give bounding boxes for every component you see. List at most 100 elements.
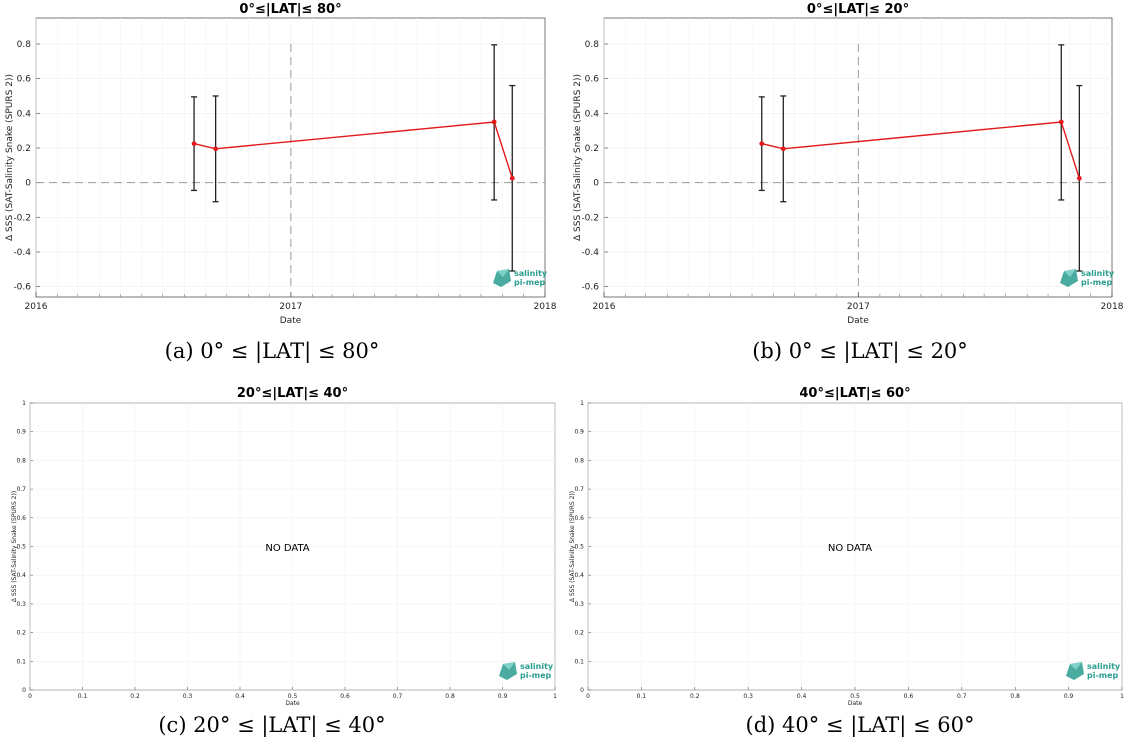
logo-highlight-icon xyxy=(1064,269,1076,277)
x-tick-label: 0.9 xyxy=(498,693,508,700)
y-tick-label: 0.8 xyxy=(585,40,600,50)
y-tick-label: 1 xyxy=(22,400,26,407)
y-tick-label: 0.2 xyxy=(585,144,599,154)
data-point xyxy=(491,119,497,125)
chart-title: 0°≤|LAT|≤ 80° xyxy=(239,2,341,17)
y-tick-label: 0.2 xyxy=(17,144,31,154)
x-tick-label: 0.7 xyxy=(393,693,403,700)
y-tick-label: 0.2 xyxy=(574,630,584,637)
y-tick-label: -0.4 xyxy=(581,248,599,258)
y-tick-label: 0 xyxy=(22,687,26,694)
x-tick-label: 0.8 xyxy=(445,693,455,700)
y-tick-label: 0 xyxy=(580,687,584,694)
y-tick-label: 0.6 xyxy=(574,515,584,522)
x-tick-label: 2018 xyxy=(534,302,557,312)
data-point xyxy=(509,175,515,181)
no-data-annotation: NO DATA xyxy=(828,543,872,554)
y-tick-label: 0.5 xyxy=(16,544,26,551)
y-tick-label: 0.4 xyxy=(17,109,32,119)
x-tick-label: 0.5 xyxy=(850,693,860,700)
y-tick-label: -0.4 xyxy=(13,248,31,258)
x-axis-label: Date xyxy=(285,700,300,707)
data-point xyxy=(1058,119,1064,125)
logo-highlight-icon xyxy=(497,269,509,277)
y-tick-label: 0.4 xyxy=(585,109,600,119)
series-line xyxy=(761,121,1080,179)
logo-mark-icon xyxy=(1060,269,1078,287)
y-tick-label: 0.9 xyxy=(16,429,26,436)
logo-text-2: pi-mep xyxy=(1081,278,1113,287)
x-tick-label: 0.1 xyxy=(637,693,647,700)
y-tick-label: 0.2 xyxy=(16,630,26,637)
x-tick-label: 2017 xyxy=(279,302,302,312)
y-tick-label: 0.8 xyxy=(16,457,26,464)
figure-caption-3: (c) 20° ≤ |LAT| ≤ 40° xyxy=(158,713,385,738)
y-tick-label: 0.1 xyxy=(16,658,26,665)
y-tick-label: 0 xyxy=(593,179,599,189)
y-tick-label: -0.6 xyxy=(13,283,31,293)
no-data-annotation: NO DATA xyxy=(265,543,309,554)
logo-text-2: pi-mep xyxy=(520,671,552,680)
logo-highlight-icon xyxy=(1070,662,1082,670)
x-tick-label: 0.3 xyxy=(743,693,753,700)
y-tick-label: 0.3 xyxy=(574,601,584,608)
x-tick-label: 2017 xyxy=(847,302,870,312)
y-tick-label: 0.7 xyxy=(16,486,26,493)
y-tick-label: 0.3 xyxy=(16,601,26,608)
x-tick-label: 0.7 xyxy=(957,693,967,700)
logo-mark-icon xyxy=(499,662,517,680)
x-tick-label: 0.1 xyxy=(78,693,88,700)
chart-panel-2: 0°≤|LAT|≤ 20° -0.6 -0.4 -0.2 0 0.2 0.4 0.6 0.8 20… xyxy=(573,2,1124,326)
figure-caption-2: (b) 0° ≤ |LAT| ≤ 20° xyxy=(752,339,968,364)
logo-highlight-icon xyxy=(503,662,515,670)
chart-panel-1: 0°≤|LAT|≤ 80° -0.6 -0.4 -0.2 0 0.2 0.4 0.6 0.8 20… xyxy=(5,2,557,326)
series-line xyxy=(193,121,513,179)
y-tick-label: 0.4 xyxy=(16,572,26,579)
y-tick-label: 0.7 xyxy=(574,486,584,493)
y-tick-label: 1 xyxy=(580,400,584,407)
x-axis-label: Date xyxy=(847,316,869,326)
x-axis-label: Date xyxy=(280,316,302,326)
data-point xyxy=(759,141,765,147)
y-tick-label: 0.6 xyxy=(585,75,600,85)
x-tick-label: 1 xyxy=(553,693,557,700)
x-tick-label: 0 xyxy=(28,693,32,700)
y-axis-label: Δ SSS (SAT-Salinity Snake (SPURS 2)) xyxy=(11,491,18,602)
x-tick-label: 0.4 xyxy=(235,693,245,700)
chart-panel-4: 40°≤|LAT|≤ 60° 0 0.1 0.2 0.3 0.4 0.5 0.6 0.7 0.8 0… xyxy=(569,386,1124,707)
y-tick-label: 0.6 xyxy=(16,515,26,522)
data-point xyxy=(191,141,197,147)
x-tick-label: 0.6 xyxy=(340,693,350,700)
data-point xyxy=(213,146,219,152)
x-tick-label: 0 xyxy=(586,693,590,700)
chart-panel-3: 20°≤|LAT|≤ 40° 0 0.1 0.2 0.3 0.4 0.5 0.6 0.7 0.8 0… xyxy=(11,386,557,707)
chart-title: 20°≤|LAT|≤ 40° xyxy=(237,386,348,401)
y-axis-label: Δ SSS (SAT-Salinity Snake (SPURS 2)) xyxy=(5,74,15,241)
logo-text-1: salinity xyxy=(520,662,554,671)
x-tick-label: 0.2 xyxy=(690,693,700,700)
x-tick-label: 0.3 xyxy=(183,693,193,700)
y-tick-label: 0.4 xyxy=(574,572,584,579)
y-tick-label: 0.8 xyxy=(17,40,32,50)
y-tick-label: -0.2 xyxy=(13,213,31,223)
logo-text-1: salinity xyxy=(1087,662,1121,671)
x-tick-label: 0.5 xyxy=(288,693,298,700)
x-tick-label: 2016 xyxy=(593,302,616,312)
y-tick-label: 0.5 xyxy=(574,544,584,551)
chart-title: 40°≤|LAT|≤ 60° xyxy=(799,386,910,401)
figure-caption-1: (a) 0° ≤ |LAT| ≤ 80° xyxy=(165,339,380,364)
chart-title: 0°≤|LAT|≤ 20° xyxy=(807,2,909,17)
y-axis-label: Δ SSS (SAT-Salinity Snake (SPURS 2)) xyxy=(569,491,576,602)
x-tick-label: 0.6 xyxy=(904,693,914,700)
logo-text-2: pi-mep xyxy=(514,278,546,287)
x-tick-label: 1 xyxy=(1120,693,1124,700)
x-axis-label: Date xyxy=(848,700,863,707)
x-tick-label: 0.2 xyxy=(130,693,140,700)
data-point xyxy=(1076,175,1082,181)
logo-text-2: pi-mep xyxy=(1087,671,1119,680)
